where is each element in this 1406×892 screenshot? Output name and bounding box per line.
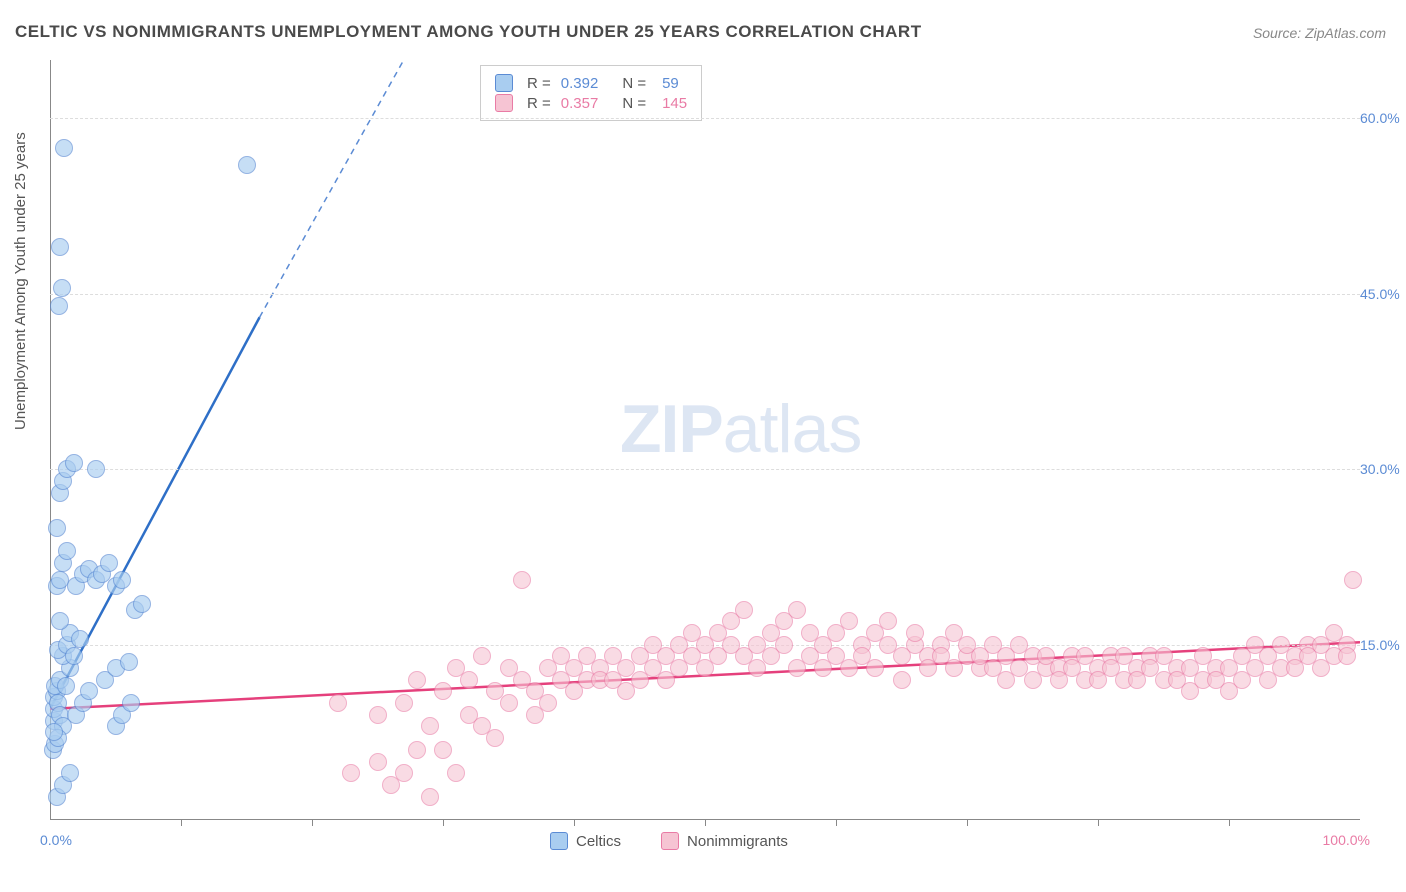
data-point: [51, 612, 69, 630]
series-legend: Celtics Nonimmigrants: [550, 832, 788, 850]
data-point: [788, 601, 806, 619]
y-axis-label: Unemployment Among Youth under 25 years: [12, 132, 29, 430]
stats-legend-row: R = 0.357 N = 145: [495, 94, 687, 112]
x-tick-mark: [1098, 820, 1099, 826]
y-tick-label: 15.0%: [1360, 637, 1406, 653]
source-label: Source: ZipAtlas.com: [1253, 25, 1386, 41]
stat-N-label: N =: [622, 95, 646, 112]
data-point: [866, 659, 884, 677]
data-point: [369, 706, 387, 724]
legend-swatch: [661, 832, 679, 850]
data-point: [408, 671, 426, 689]
data-point: [61, 764, 79, 782]
chart-title: CELTIC VS NONIMMIGRANTS UNEMPLOYMENT AMO…: [15, 22, 922, 42]
data-point: [50, 297, 68, 315]
data-point: [735, 601, 753, 619]
data-point: [513, 571, 531, 589]
legend-label: Nonimmigrants: [687, 833, 788, 850]
stats-legend-row: R = 0.392 N = 59: [495, 74, 687, 92]
y-tick-label: 60.0%: [1360, 110, 1406, 126]
data-point: [408, 741, 426, 759]
data-point: [53, 279, 71, 297]
stat-N-value: 145: [662, 95, 687, 112]
data-point: [57, 677, 75, 695]
y-tick-label: 30.0%: [1360, 461, 1406, 477]
data-point: [342, 764, 360, 782]
gridline: [50, 469, 1360, 470]
data-point: [1338, 647, 1356, 665]
data-point: [395, 694, 413, 712]
legend-label: Celtics: [576, 833, 621, 850]
data-point: [238, 156, 256, 174]
legend-swatch: [550, 832, 568, 850]
x-tick-mark: [705, 820, 706, 826]
x-tick-mark: [312, 820, 313, 826]
data-point: [421, 788, 439, 806]
legend-item: Celtics: [550, 832, 621, 850]
data-point: [65, 647, 83, 665]
data-point: [421, 717, 439, 735]
gridline: [50, 118, 1360, 119]
data-point: [879, 612, 897, 630]
data-point: [55, 139, 73, 157]
data-point: [434, 682, 452, 700]
stat-R-label: R =: [527, 95, 551, 112]
data-point: [329, 694, 347, 712]
data-point: [447, 764, 465, 782]
data-point: [369, 753, 387, 771]
data-point: [120, 653, 138, 671]
gridline: [50, 294, 1360, 295]
x-tick-mark: [443, 820, 444, 826]
data-point: [51, 571, 69, 589]
x-tick-mark: [1229, 820, 1230, 826]
stat-R-label: R =: [527, 75, 551, 92]
data-point: [122, 694, 140, 712]
data-point: [58, 542, 76, 560]
x-axis-max-label: 100.0%: [1323, 832, 1370, 848]
data-point: [434, 741, 452, 759]
watermark: ZIPatlas: [620, 390, 861, 468]
data-point: [473, 647, 491, 665]
legend-swatch: [495, 94, 513, 112]
plot-area: ZIPatlas R = 0.392 N = 59 R = 0.357 N = 145…: [50, 60, 1360, 820]
stat-N-label: N =: [622, 75, 646, 92]
stat-R-value: 0.357: [561, 95, 599, 112]
data-point: [45, 723, 63, 741]
x-tick-mark: [967, 820, 968, 826]
data-point: [840, 612, 858, 630]
stats-legend: R = 0.392 N = 59 R = 0.357 N = 145: [480, 65, 702, 121]
data-point: [775, 636, 793, 654]
data-point: [48, 519, 66, 537]
data-point: [500, 694, 518, 712]
x-tick-mark: [574, 820, 575, 826]
legend-item: Nonimmigrants: [661, 832, 788, 850]
data-point: [539, 694, 557, 712]
data-point: [87, 460, 105, 478]
data-point: [51, 238, 69, 256]
data-point: [906, 624, 924, 642]
stat-N-value: 59: [662, 75, 679, 92]
data-point: [395, 764, 413, 782]
x-tick-mark: [181, 820, 182, 826]
data-point: [100, 554, 118, 572]
stat-R-value: 0.392: [561, 75, 599, 92]
data-point: [65, 454, 83, 472]
data-point: [486, 729, 504, 747]
data-point: [1344, 571, 1362, 589]
data-point: [80, 682, 98, 700]
data-point: [71, 630, 89, 648]
x-tick-mark: [836, 820, 837, 826]
data-point: [893, 671, 911, 689]
data-point: [460, 671, 478, 689]
y-tick-label: 45.0%: [1360, 286, 1406, 302]
data-point: [113, 571, 131, 589]
x-axis-min-label: 0.0%: [40, 832, 72, 848]
data-point: [133, 595, 151, 613]
legend-swatch: [495, 74, 513, 92]
